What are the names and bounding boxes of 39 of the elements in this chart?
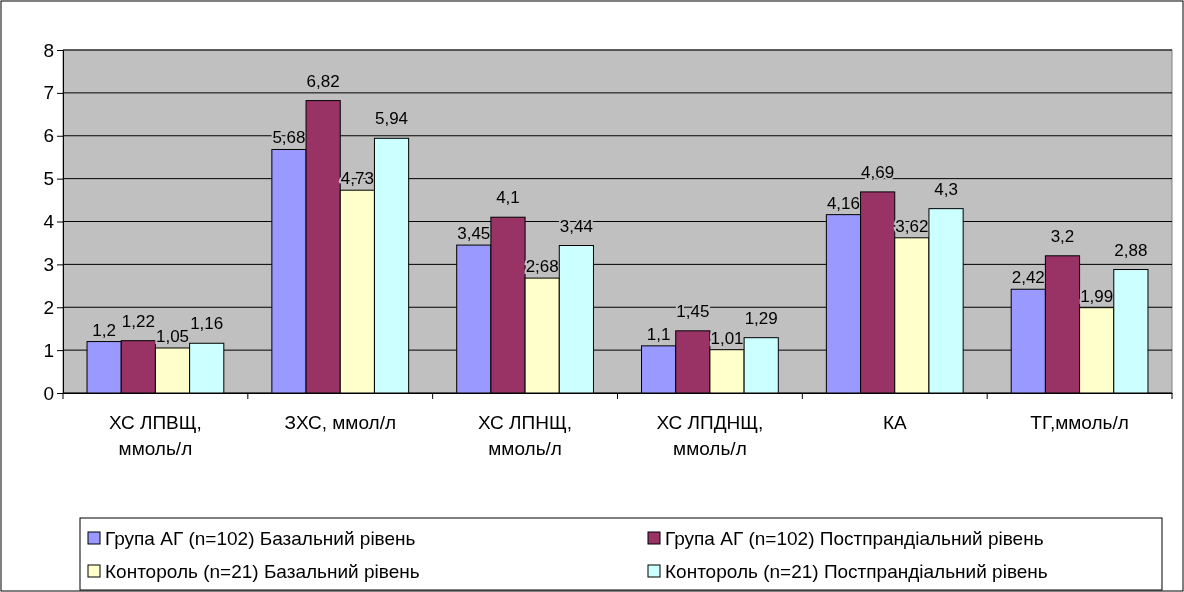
- y-tick-label: 6: [43, 125, 54, 147]
- y-tick-label: 8: [43, 39, 54, 61]
- x-tick-label: ХС ЛПВЩ, ммоль/л: [108, 412, 202, 459]
- x-tick-label: ЗХС, ммол/л: [284, 412, 397, 433]
- x-tick-label: ХС ЛПНЩ, ммоль/л: [478, 412, 573, 459]
- x-tick-label: ХС ЛПДНЩ, ммоль/л: [656, 412, 764, 459]
- data-label: 2,88: [1114, 240, 1148, 260]
- data-label: 3,2: [1050, 226, 1075, 246]
- data-label: 5,94: [374, 109, 409, 129]
- data-label: 1,16: [190, 314, 224, 334]
- data-label: 4,1: [496, 188, 520, 208]
- data-label: 1,2: [92, 320, 116, 340]
- y-tick-label: 7: [43, 82, 54, 104]
- y-tick-label: 2: [43, 296, 54, 318]
- y-tick-label: 0: [43, 382, 54, 404]
- data-label: 3,45: [457, 224, 491, 244]
- data-label: 1,05: [155, 326, 190, 346]
- y-tick-label: 4: [43, 211, 55, 233]
- legend-label: Група АГ (n=102) Базальний рівень: [105, 528, 416, 549]
- data-label: 4,69: [861, 162, 895, 182]
- data-label: 2,42: [1011, 268, 1045, 288]
- x-tick-label: КА: [882, 412, 907, 433]
- data-label: 3,62: [895, 216, 929, 236]
- data-label: 4,16: [826, 193, 861, 213]
- data-label: 1,29: [744, 308, 778, 328]
- y-tick-label: 5: [43, 168, 54, 190]
- data-label: 1,99: [1080, 286, 1114, 306]
- data-label: 4,3: [934, 179, 958, 199]
- y-tick-label: 3: [43, 253, 54, 275]
- legend-label: Контороль (n=21) Базальний рівень: [105, 561, 420, 582]
- data-label: 3,44: [559, 216, 593, 236]
- data-label: 1,1: [646, 324, 671, 344]
- legend-label: Контороль (n=21) Постпрандіальний рівень: [665, 561, 1048, 582]
- data-label: 6,82: [306, 71, 340, 91]
- y-tick-label: 1: [43, 339, 54, 361]
- x-tick-label: ТГ,ммоль/л: [1030, 412, 1129, 433]
- legend-label: Група АГ (n=102) Постпрандіальний рівень: [665, 528, 1044, 549]
- data-label: 1,22: [121, 311, 155, 331]
- data-label: 1,01: [710, 328, 744, 348]
